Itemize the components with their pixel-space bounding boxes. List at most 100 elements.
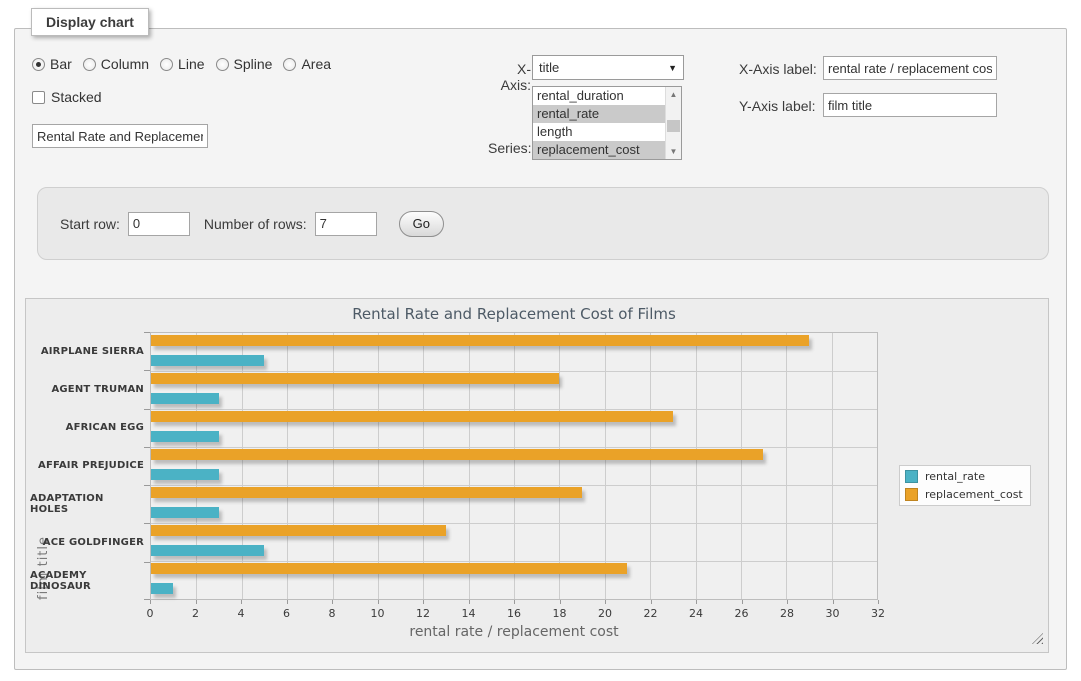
category-band <box>151 485 877 523</box>
x-tick-label: 12 <box>416 607 430 620</box>
x-tick-mark <box>833 600 834 604</box>
stacked-checkbox[interactable]: Stacked <box>32 89 102 105</box>
x-tick-mark <box>787 600 788 604</box>
scrollbar-thumb[interactable] <box>667 120 680 133</box>
category-label: ADAPTATION HOLES <box>30 485 144 523</box>
radio-icon[interactable] <box>216 58 229 71</box>
chart-legend: rental_rate replacement_cost <box>899 465 1031 506</box>
row-range-panel: Start row: Number of rows: Go <box>37 187 1049 260</box>
x-tick-label: 32 <box>871 607 885 620</box>
x-axis-select[interactable]: title ▼ <box>532 55 684 80</box>
scrollbar-track[interactable] <box>666 102 681 144</box>
x-tick-label: 4 <box>238 607 245 620</box>
radio-icon[interactable] <box>160 58 173 71</box>
x-tick-mark <box>423 600 424 604</box>
x-tick-mark <box>241 600 242 604</box>
chevron-down-icon: ▼ <box>668 63 677 73</box>
radio-dot-icon <box>36 62 41 67</box>
display-chart-panel: Display chart BarColumnLineSplineArea St… <box>14 28 1067 670</box>
legend-swatch-rental_rate <box>905 470 918 483</box>
checkbox-icon[interactable] <box>32 91 45 104</box>
series-option-length[interactable]: length <box>533 123 665 141</box>
x-tick-mark <box>196 600 197 604</box>
radio-column[interactable]: Column <box>83 56 149 72</box>
legend-entry: replacement_cost <box>905 488 1023 501</box>
radio-spline[interactable]: Spline <box>216 56 273 72</box>
scroll-down-icon[interactable]: ▼ <box>666 144 681 159</box>
category-label: AFFAIR PREJUDICE <box>30 447 144 485</box>
legend-label: rental_rate <box>925 470 985 483</box>
radio-label: Line <box>178 56 204 72</box>
x-tick-label: 26 <box>735 607 749 620</box>
x-axis-label-input[interactable] <box>823 56 997 80</box>
x-tick-label: 0 <box>147 607 154 620</box>
series-option-rental_duration[interactable]: rental_duration <box>533 87 665 105</box>
x-tick-mark <box>651 600 652 604</box>
bar-rental_rate <box>151 545 264 556</box>
x-tick-mark <box>696 600 697 604</box>
bar-rental_rate <box>151 583 173 594</box>
legend-entry: rental_rate <box>905 470 1023 483</box>
start-row-input[interactable] <box>128 212 190 236</box>
x-tick-label: 24 <box>689 607 703 620</box>
series-listbox[interactable]: rental_durationrental_ratelengthreplacem… <box>532 86 682 160</box>
radio-label: Area <box>301 56 331 72</box>
series-scrollbar[interactable]: ▲ ▼ <box>665 87 681 159</box>
x-tick-label: 2 <box>192 607 199 620</box>
bar-rental_rate <box>151 469 219 480</box>
category-label: ACE GOLDFINGER <box>30 523 144 561</box>
x-tick-label: 20 <box>598 607 612 620</box>
x-axis-select-label: X-Axis: <box>489 61 531 93</box>
bar-rental_rate <box>151 393 219 404</box>
bar-replacement_cost <box>151 373 559 384</box>
radio-icon[interactable] <box>283 58 296 71</box>
series-options: rental_durationrental_ratelengthreplacem… <box>533 87 665 159</box>
chart-title: Rental Rate and Replacement Cost of Film… <box>150 305 878 323</box>
category-band <box>151 371 877 409</box>
y-axis-label-caption: Y-Axis label: <box>739 98 816 114</box>
x-tick-label: 8 <box>329 607 336 620</box>
radio-label: Bar <box>50 56 72 72</box>
start-row-label: Start row: <box>60 216 120 232</box>
radio-icon[interactable] <box>32 58 45 71</box>
chart-title-input[interactable] <box>32 124 208 148</box>
series-select-label: Series: <box>488 140 531 156</box>
x-tick-mark <box>378 600 379 604</box>
stacked-label: Stacked <box>51 89 102 105</box>
panel-legend: Display chart <box>31 8 149 36</box>
category-label: AIRPLANE SIERRA <box>30 332 144 370</box>
category-band <box>151 333 877 371</box>
bar-replacement_cost <box>151 487 582 498</box>
legend-label: replacement_cost <box>925 488 1023 501</box>
x-tick-mark <box>742 600 743 604</box>
chart-container: Rental Rate and Replacement Cost of Film… <box>25 298 1049 653</box>
bar-rental_rate <box>151 431 219 442</box>
bar-rental_rate <box>151 355 264 366</box>
x-tick-mark <box>514 600 515 604</box>
category-label: ACADEMY DINOSAUR <box>30 562 144 600</box>
radio-line[interactable]: Line <box>160 56 204 72</box>
x-tick-mark <box>332 600 333 604</box>
scroll-up-icon[interactable]: ▲ <box>666 87 681 102</box>
radio-area[interactable]: Area <box>283 56 331 72</box>
series-option-rental_rate[interactable]: rental_rate <box>533 105 665 123</box>
go-button[interactable]: Go <box>399 211 444 237</box>
bar-replacement_cost <box>151 563 627 574</box>
bar-replacement_cost <box>151 449 763 460</box>
legend-swatch-replacement_cost <box>905 488 918 501</box>
chart-type-radios: Bar Column Line Spline Area <box>32 56 331 72</box>
number-of-rows-input[interactable] <box>315 212 377 236</box>
category-band <box>151 523 877 561</box>
resize-handle-icon[interactable] <box>1032 633 1043 644</box>
radio-label: Spline <box>234 56 273 72</box>
radio-icon[interactable] <box>83 58 96 71</box>
category-label: AFRICAN EGG <box>30 409 144 447</box>
radio-bar[interactable]: Bar <box>32 56 72 72</box>
radio-label: Column <box>101 56 149 72</box>
x-tick-label: 16 <box>507 607 521 620</box>
x-tick-mark <box>469 600 470 604</box>
x-tick-label: 30 <box>826 607 840 620</box>
series-option-replacement_cost[interactable]: replacement_cost <box>533 141 665 159</box>
x-axis-label-caption: X-Axis label: <box>739 61 817 77</box>
y-axis-label-input[interactable] <box>823 93 997 117</box>
